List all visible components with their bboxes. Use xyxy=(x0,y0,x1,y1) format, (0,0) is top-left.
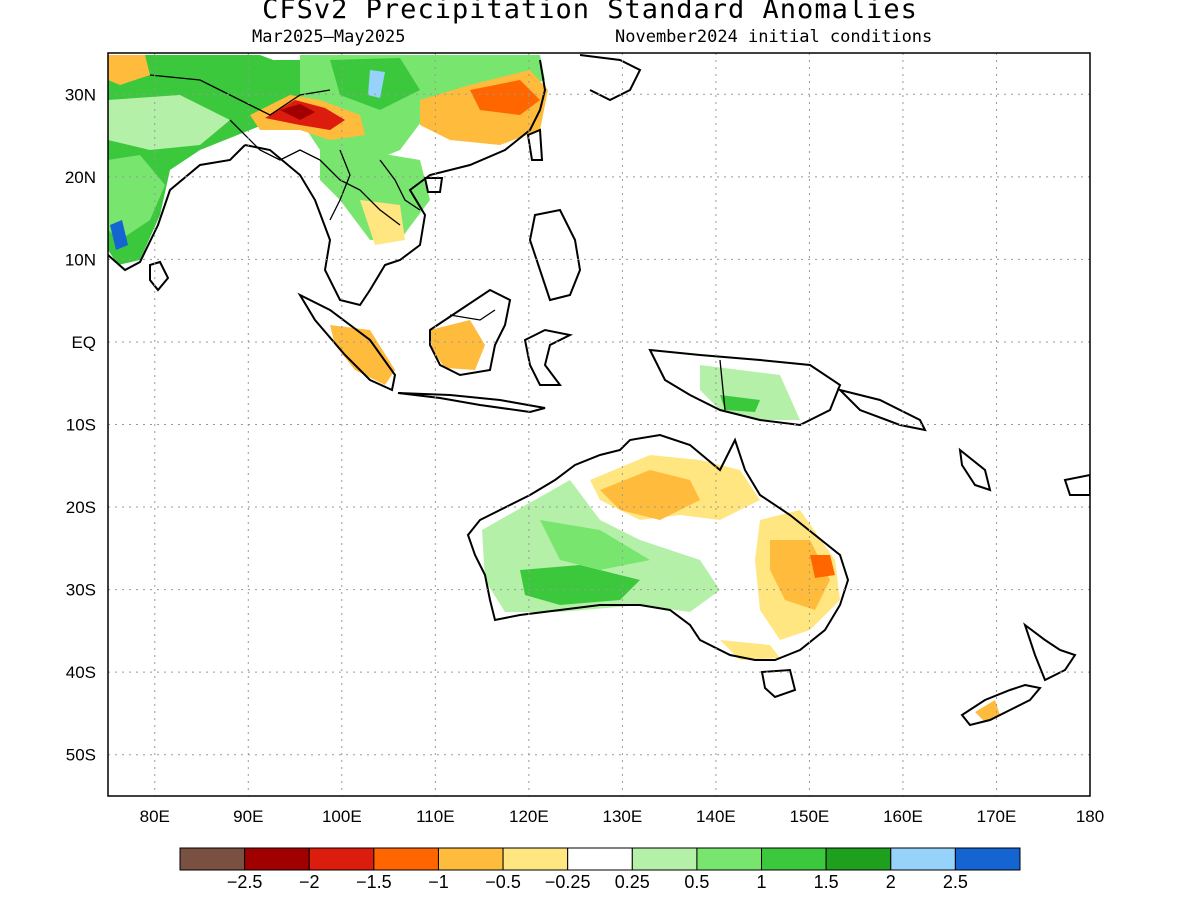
anomaly-region-australia-east-peak xyxy=(810,555,835,578)
border-borneo xyxy=(449,309,496,321)
colorbar-swatch xyxy=(890,847,956,871)
anomaly-region-sumatra xyxy=(330,325,395,385)
colorbar-swatch xyxy=(696,847,763,871)
colorbar-swatch xyxy=(825,847,892,871)
colorbar-swatch xyxy=(502,847,569,871)
border-myanmar xyxy=(329,149,351,221)
coastline-new-guinea xyxy=(648,348,842,427)
latitude-tick-label: 10N xyxy=(65,250,96,269)
colorbar-swatch xyxy=(244,847,310,871)
colorbar-label: 2.5 xyxy=(943,872,968,892)
colorbar-label: −1.5 xyxy=(356,872,392,892)
latitude-tick-label: 20S xyxy=(66,498,96,517)
longitude-tick-label: 170E xyxy=(977,807,1017,826)
map-title: CFSv2 Precipitation Standard Anomalies xyxy=(262,0,918,25)
colorbar-label: 0.5 xyxy=(684,872,709,892)
colorbar-label: −2 xyxy=(299,872,320,892)
longitude-tick-label: 160E xyxy=(883,807,923,826)
border-indochina xyxy=(319,159,401,226)
latitude-tick-label: EQ xyxy=(71,333,96,352)
coastline-taiwan xyxy=(526,128,544,161)
colorbar-label: −0.5 xyxy=(485,872,521,892)
coastline-java xyxy=(397,392,546,414)
anomaly-region-borneo xyxy=(430,320,485,370)
colorbar-label: 2 xyxy=(886,872,896,892)
coastline-japan xyxy=(579,54,642,102)
coastline-asia xyxy=(244,59,547,307)
colorbar-label: −2.5 xyxy=(227,872,263,892)
anomaly-region-himalaya-darkred xyxy=(280,104,315,120)
map-frame xyxy=(107,52,1091,797)
anomaly-region-se-china-core xyxy=(470,80,540,115)
anomaly-region-tibet-dark xyxy=(200,60,300,100)
anomaly-region-india-blue xyxy=(110,220,128,250)
anomaly-region-india-light xyxy=(108,95,230,150)
coastline-nz-north xyxy=(1023,622,1077,682)
colorbar-swatch xyxy=(954,847,1021,871)
coastline-solomons xyxy=(836,388,927,432)
coastline-sumatra xyxy=(297,292,397,392)
colorbar-swatch xyxy=(437,847,504,871)
anomaly-field xyxy=(108,55,1000,722)
colorbar-label: −0.25 xyxy=(545,872,591,892)
anomaly-region-australia-sw xyxy=(520,565,640,605)
longitude-tick-label: 140E xyxy=(696,807,736,826)
anomaly-region-west-orange xyxy=(108,55,150,85)
graticule xyxy=(108,53,1091,796)
latitude-tick-label: 50S xyxy=(66,746,96,765)
latitude-tick-label: 10S xyxy=(66,416,96,435)
longitude-tick-label: 180 xyxy=(1076,807,1104,826)
anomaly-region-new-zealand xyxy=(975,700,1000,722)
period-label: Mar2025—May2025 xyxy=(252,27,406,47)
coastline-sulawesi xyxy=(523,328,574,386)
longitude-tick-label: 90E xyxy=(233,807,263,826)
coastline-sri-lanka xyxy=(149,260,170,292)
colorbar-swatch xyxy=(761,847,827,871)
anomaly-region-indochina xyxy=(320,150,430,240)
colorbar-swatch xyxy=(179,847,246,871)
anomaly-region-india-west xyxy=(108,155,165,240)
coastline-philippines xyxy=(528,208,582,302)
coastline-tasmania xyxy=(760,668,797,699)
colorbar-swatch xyxy=(631,847,698,871)
longitude-labels: 80E 90E 100E 110E 120E 130E 140E 150E 160E 170E 18… xyxy=(140,807,1105,826)
coastline-hainan xyxy=(423,177,444,193)
longitude-tick-label: 150E xyxy=(790,807,830,826)
anomaly-region-indochina-yellow xyxy=(360,200,405,245)
longitude-tick-label: 130E xyxy=(603,807,643,826)
colorbar-label: 1.5 xyxy=(814,872,839,892)
border-laos xyxy=(379,159,421,211)
anomaly-region-new-guinea xyxy=(700,365,800,420)
latitude-labels: 30N 20N 10N EQ 10S 20S 30S 40S 50S xyxy=(65,85,96,764)
colorbar-label: 1 xyxy=(757,872,767,892)
colorbar-swatch xyxy=(567,847,633,871)
anomaly-region-light-blue xyxy=(368,70,385,98)
longitude-tick-label: 80E xyxy=(140,807,170,826)
border-png xyxy=(719,359,726,411)
colorbar: −2.5 −2 −1.5 −1 −0.5 −0.25 0.25 0.5 1 1.5 2 2.5 xyxy=(179,847,1021,892)
coastline-nz-south xyxy=(960,683,1042,727)
anomaly-region-new-guinea-dark xyxy=(720,395,760,412)
longitude-tick-label: 100E xyxy=(322,807,362,826)
coastline-fiji xyxy=(1063,473,1090,496)
coastline-borneo xyxy=(429,288,512,377)
latitude-tick-label: 20N xyxy=(65,168,96,187)
initial-conditions-label: November2024 initial conditions xyxy=(615,27,933,47)
border-bangladesh xyxy=(229,119,321,161)
latitude-tick-label: 30N xyxy=(65,85,96,104)
longitude-tick-label: 120E xyxy=(509,807,549,826)
coastline-india xyxy=(108,144,246,272)
longitude-tick-label: 110E xyxy=(416,807,454,826)
colorbar-label: 0.25 xyxy=(615,872,650,892)
colorbar-swatch xyxy=(373,847,439,871)
coastline-australia xyxy=(466,433,850,661)
colorbar-swatch xyxy=(308,847,375,871)
colorbar-label: −1 xyxy=(428,872,449,892)
coastlines xyxy=(108,54,1090,727)
latitude-tick-label: 40S xyxy=(66,663,96,682)
latitude-tick-label: 30S xyxy=(66,581,96,600)
coastline-vanuatu xyxy=(958,447,992,492)
